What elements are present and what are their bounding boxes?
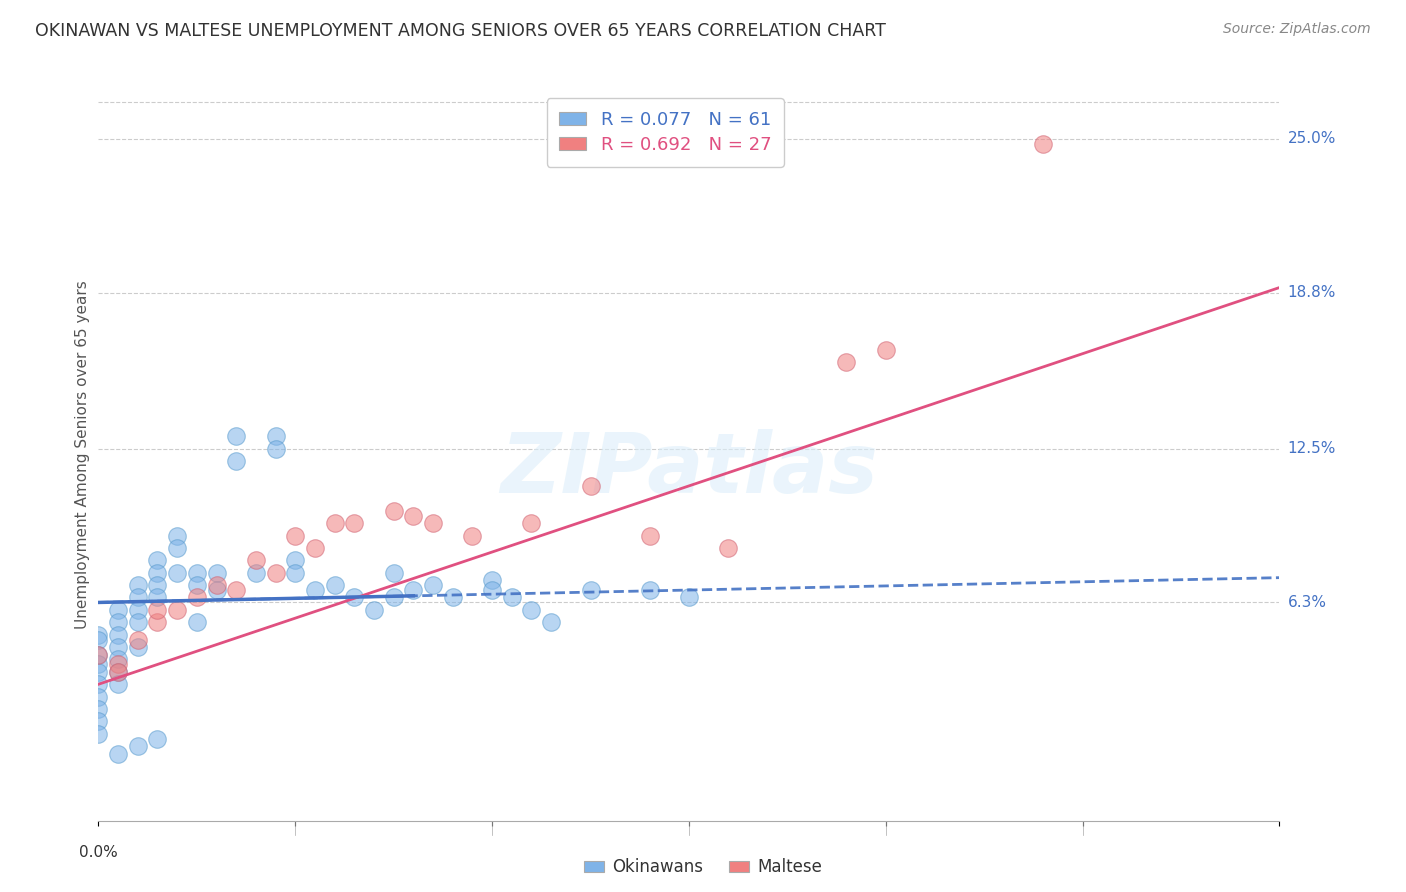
Point: [127, 615, 149, 630]
Point: [225, 582, 247, 597]
Point: [186, 615, 208, 630]
Point: [264, 442, 287, 456]
Point: [245, 553, 267, 567]
Point: [107, 677, 129, 691]
Point: [107, 615, 129, 630]
Point: [264, 566, 287, 580]
Point: [127, 640, 149, 654]
Point: [717, 541, 740, 555]
Point: [422, 578, 444, 592]
Y-axis label: Unemployment Among Seniors over 65 years: Unemployment Among Seniors over 65 years: [75, 281, 90, 629]
Point: [520, 603, 543, 617]
Point: [107, 628, 129, 642]
Point: [127, 603, 149, 617]
Point: [87, 657, 110, 672]
Point: [245, 566, 267, 580]
Point: [402, 508, 425, 523]
Legend: Okinawans, Maltese: Okinawans, Maltese: [578, 852, 828, 883]
Point: [304, 541, 326, 555]
Point: [146, 603, 169, 617]
Point: [638, 582, 661, 597]
Point: [107, 603, 129, 617]
Point: [402, 582, 425, 597]
Point: [323, 578, 346, 592]
Point: [579, 479, 602, 493]
Point: [638, 528, 661, 542]
Point: [304, 582, 326, 597]
Point: [284, 528, 307, 542]
Point: [382, 504, 405, 518]
Point: [186, 566, 208, 580]
Point: [127, 632, 149, 647]
Point: [87, 665, 110, 679]
Text: 0.0%: 0.0%: [79, 845, 118, 860]
Point: [481, 573, 503, 587]
Point: [87, 632, 110, 647]
Point: [87, 690, 110, 704]
Point: [579, 582, 602, 597]
Point: [186, 591, 208, 605]
Point: [146, 591, 169, 605]
Point: [422, 516, 444, 530]
Point: [107, 665, 129, 679]
Text: Source: ZipAtlas.com: Source: ZipAtlas.com: [1223, 22, 1371, 37]
Point: [540, 615, 562, 630]
Point: [87, 648, 110, 662]
Point: [186, 578, 208, 592]
Point: [205, 566, 228, 580]
Point: [835, 355, 858, 369]
Point: [382, 591, 405, 605]
Point: [146, 566, 169, 580]
Point: [87, 714, 110, 729]
Point: [678, 591, 700, 605]
Point: [146, 615, 169, 630]
Point: [87, 702, 110, 716]
Point: [205, 582, 228, 597]
Point: [87, 727, 110, 741]
Text: OKINAWAN VS MALTESE UNEMPLOYMENT AMONG SENIORS OVER 65 YEARS CORRELATION CHART: OKINAWAN VS MALTESE UNEMPLOYMENT AMONG S…: [35, 22, 886, 40]
Point: [481, 582, 503, 597]
Point: [382, 566, 405, 580]
Point: [107, 652, 129, 666]
Point: [205, 578, 228, 592]
Point: [225, 429, 247, 443]
Point: [225, 454, 247, 468]
Point: [441, 591, 464, 605]
Point: [1032, 136, 1054, 151]
Point: [107, 640, 129, 654]
Point: [284, 566, 307, 580]
Point: [501, 591, 523, 605]
Point: [87, 628, 110, 642]
Point: [127, 591, 149, 605]
Point: [520, 516, 543, 530]
Point: [107, 657, 129, 672]
Text: 6.3%: 6.3%: [1288, 595, 1327, 610]
Point: [166, 603, 188, 617]
Point: [284, 553, 307, 567]
Point: [87, 648, 110, 662]
Point: [363, 603, 385, 617]
Text: ZIPatlas: ZIPatlas: [501, 429, 877, 510]
Point: [107, 747, 129, 761]
Text: 25.0%: 25.0%: [1288, 131, 1336, 146]
Point: [875, 343, 897, 357]
Point: [127, 739, 149, 754]
Point: [107, 665, 129, 679]
Point: [166, 528, 188, 542]
Point: [166, 566, 188, 580]
Point: [166, 541, 188, 555]
Point: [127, 578, 149, 592]
Text: 18.8%: 18.8%: [1288, 285, 1336, 300]
Point: [146, 578, 169, 592]
Legend: R = 0.077   N = 61, R = 0.692   N = 27: R = 0.077 N = 61, R = 0.692 N = 27: [547, 98, 785, 167]
Point: [343, 516, 366, 530]
Point: [343, 591, 366, 605]
Text: 12.5%: 12.5%: [1288, 442, 1336, 456]
Point: [87, 677, 110, 691]
Point: [146, 553, 169, 567]
Point: [461, 528, 484, 542]
Point: [146, 731, 169, 746]
Point: [264, 429, 287, 443]
Point: [323, 516, 346, 530]
